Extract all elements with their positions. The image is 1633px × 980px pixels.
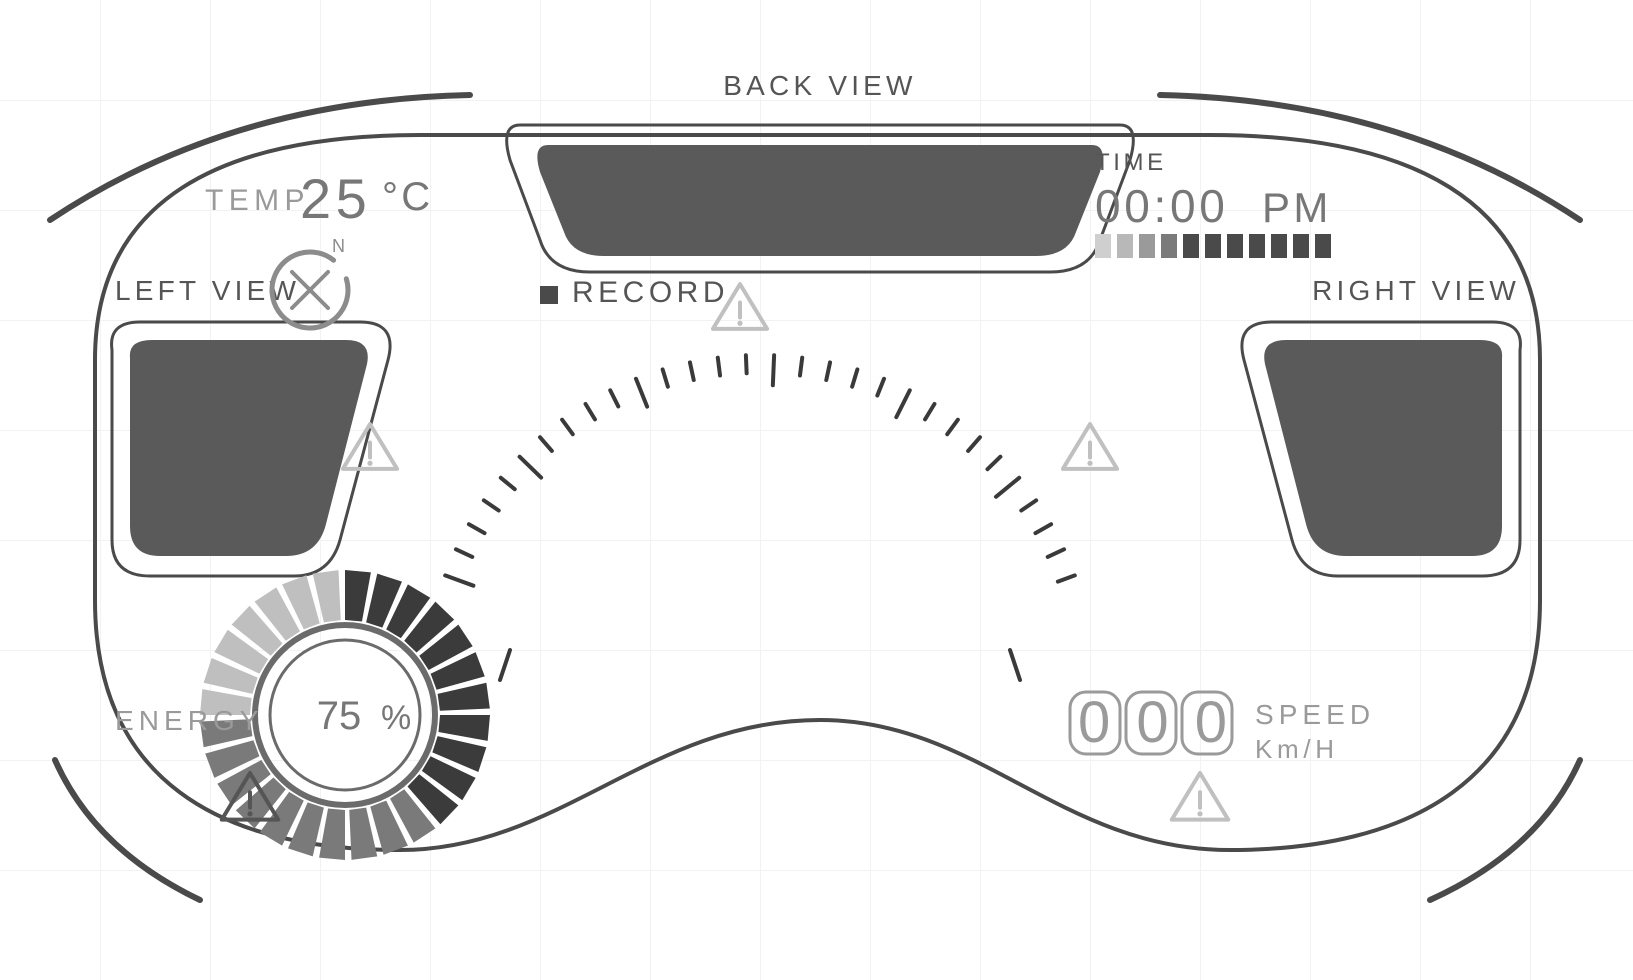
time-title: TIME [1095, 149, 1167, 176]
record-label: RECORD [572, 276, 729, 309]
time-value: 00:00 [1095, 180, 1229, 232]
warning-icon [1172, 773, 1228, 820]
speed-label: SPEED [1255, 699, 1375, 730]
record-icon[interactable] [540, 286, 558, 304]
temp-value: 25 [300, 167, 371, 230]
right-view-panel[interactable] [1264, 340, 1502, 556]
speed-value: 000 [1078, 690, 1253, 755]
accent-arc-bottom-left [55, 760, 200, 900]
right-view-label: RIGHT VIEW [1312, 275, 1520, 306]
time-bar [1095, 234, 1331, 258]
speed-readout: 000SPEED Km/H [1070, 690, 1375, 764]
warning-icon [1063, 424, 1117, 469]
back-view-label: BACK VIEW [723, 70, 916, 101]
energy-label: ENERGY [115, 705, 264, 736]
temp-label: TEMP [205, 184, 310, 217]
energy-value: 75 [317, 694, 362, 738]
energy-unit: % [381, 699, 411, 737]
compass-n-label: N [332, 236, 345, 256]
left-view-panel[interactable] [130, 340, 368, 556]
back-view-panel[interactable] [537, 145, 1102, 256]
temp-unit: °C [382, 175, 433, 219]
accent-arc-bottom-right [1430, 760, 1580, 900]
speed-unit: Km/H [1255, 734, 1339, 764]
time-period: PM [1262, 184, 1332, 231]
tick-dial [445, 355, 1075, 680]
